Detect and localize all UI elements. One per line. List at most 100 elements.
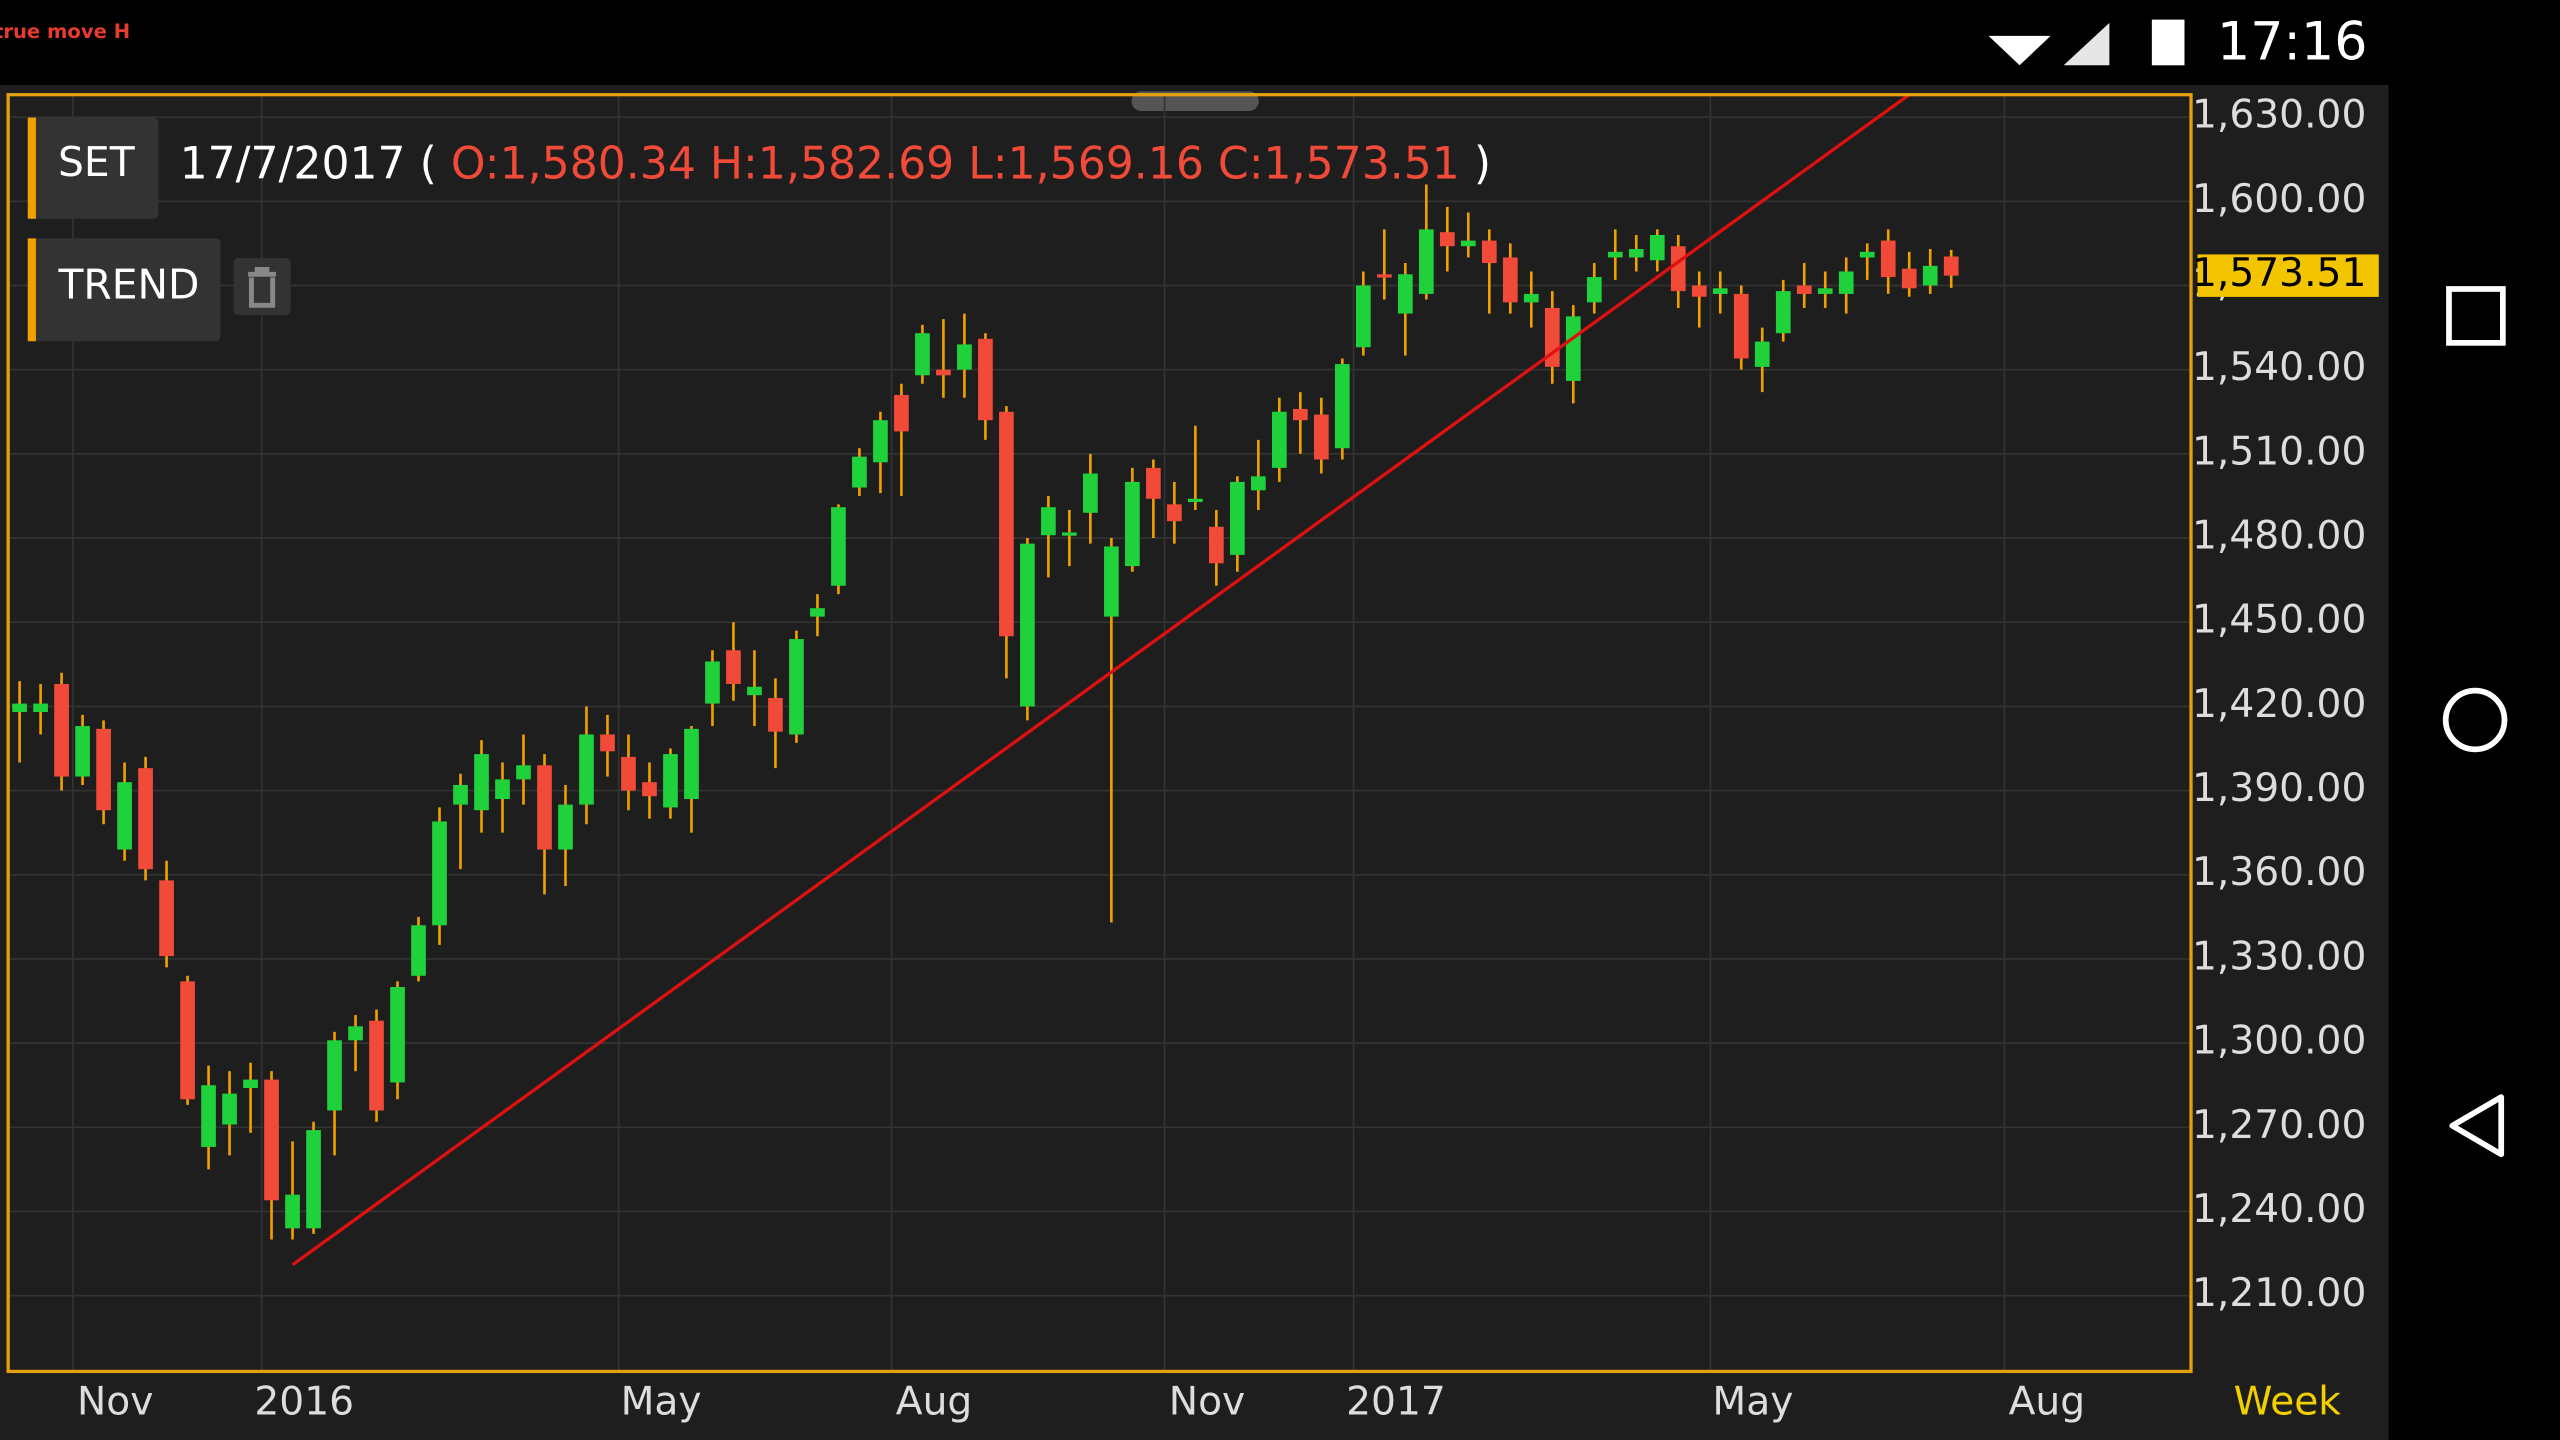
candle-body <box>1292 408 1308 421</box>
candle-body <box>1439 232 1455 247</box>
candle-body <box>831 507 846 586</box>
candle-body <box>558 804 573 850</box>
candle-body <box>915 333 930 376</box>
y-tick-label: 1,540.00 <box>2192 345 2366 390</box>
candle-body <box>1922 265 1938 286</box>
x-tick-label: May <box>621 1380 702 1425</box>
candle-body <box>1628 249 1644 258</box>
candle-body <box>768 697 783 732</box>
last-value-box <box>2197 254 2379 297</box>
candle-body <box>537 765 552 850</box>
y-tick-label: 1,360.00 <box>2192 850 2366 895</box>
candle-body <box>1125 481 1140 567</box>
study[interactable]: TREND <box>57 260 199 308</box>
y-tick-label: 1,390.00 <box>2192 766 2366 811</box>
candle-body <box>810 608 825 617</box>
x-tick-label: Aug <box>2009 1380 2085 1425</box>
y-tick-label: 1,510.00 <box>2192 429 2366 474</box>
candle-body <box>1838 271 1854 294</box>
candle-body <box>726 650 741 684</box>
candle-body <box>1230 481 1245 555</box>
last-value-label: 1,573.51 <box>2192 251 2366 296</box>
ohlc-header: 17/7/2017 ( O:1,580.34 H:1,582.69 L:1,56… <box>180 139 1491 190</box>
candle-body <box>1188 498 1203 503</box>
candle-body <box>1565 316 1581 381</box>
x-tick-label: 2016 <box>254 1380 354 1425</box>
candle-body <box>747 686 762 696</box>
candle-body <box>579 734 594 805</box>
y-tick-label: 1,240.00 <box>2192 1187 2366 1232</box>
candle-body <box>1334 364 1350 449</box>
candle-body <box>348 1026 363 1041</box>
signal-icon <box>2063 22 2110 66</box>
back-button[interactable] <box>2449 1094 2505 1158</box>
candle-body <box>642 782 657 797</box>
candle-body <box>1733 293 1749 359</box>
candle-body <box>957 344 972 370</box>
study-button[interactable] <box>27 238 221 342</box>
candle-body <box>1859 251 1875 258</box>
period[interactable]: Week <box>2234 1380 2342 1425</box>
candle-body <box>285 1194 300 1229</box>
candle-body <box>894 394 909 432</box>
trash-icon <box>248 266 276 308</box>
candle-body <box>264 1079 279 1201</box>
candle-body <box>873 420 888 463</box>
candle-body <box>1586 277 1602 303</box>
candle-body <box>1880 240 1896 278</box>
close-label: C:1,573.51 <box>1218 139 1460 190</box>
candle-body <box>12 703 27 713</box>
delete-button[interactable] <box>233 257 291 316</box>
candle-body <box>96 728 111 811</box>
candle-body <box>1397 274 1413 314</box>
candle-body <box>1062 532 1077 536</box>
y-tick-label: 1,210.00 <box>2192 1271 2366 1316</box>
candle-body <box>201 1085 216 1147</box>
candle-body <box>1523 293 1539 303</box>
recents-button[interactable] <box>2446 286 2506 346</box>
candle-body <box>1355 285 1371 348</box>
candle-body <box>1460 240 1476 247</box>
candle-body <box>684 728 699 800</box>
candle-body <box>1167 504 1182 522</box>
candle-body <box>705 661 720 704</box>
candle-body <box>1020 543 1035 707</box>
battery-icon <box>2151 19 2185 66</box>
bracket: ( <box>420 139 437 190</box>
candle-body <box>1712 288 1728 294</box>
candle-body <box>1041 507 1056 536</box>
x-tick-label: 2017 <box>1346 1380 1446 1425</box>
clock: 17:16 <box>2217 13 2368 73</box>
y-tick-label: 1,270.00 <box>2192 1103 2366 1148</box>
x-tick-label: May <box>1712 1380 1793 1425</box>
candle-body <box>453 784 468 805</box>
home-button[interactable] <box>2442 687 2508 753</box>
candle-body <box>600 734 615 752</box>
high-label: H:1,582.69 <box>710 139 954 190</box>
symbol[interactable]: SET <box>58 138 136 186</box>
candle-body <box>1754 341 1770 367</box>
candle-body <box>327 1040 342 1111</box>
candle-body <box>1607 251 1623 258</box>
candle-body <box>1313 414 1329 460</box>
carrier-logo: true move H <box>0 20 130 43</box>
low-label: L:1,569.16 <box>968 139 1204 190</box>
candle-body <box>789 639 804 735</box>
symbol-button[interactable] <box>27 117 159 219</box>
plot <box>8 93 2192 1372</box>
candle-body <box>1418 229 1434 294</box>
y-tick-label: 1,420.00 <box>2192 682 2366 727</box>
x-tick-label: Nov <box>1169 1380 1245 1425</box>
candle-body <box>474 754 489 811</box>
candle-body <box>117 782 132 850</box>
candle-body <box>369 1020 384 1111</box>
candle-body <box>1502 257 1518 303</box>
candle-body <box>1376 274 1392 278</box>
candle-body <box>159 880 174 957</box>
y-tick-label: 1,300.00 <box>2192 1019 2366 1064</box>
candle-body <box>1691 285 1707 297</box>
candle-body <box>495 779 510 800</box>
candle-body <box>1481 240 1497 264</box>
